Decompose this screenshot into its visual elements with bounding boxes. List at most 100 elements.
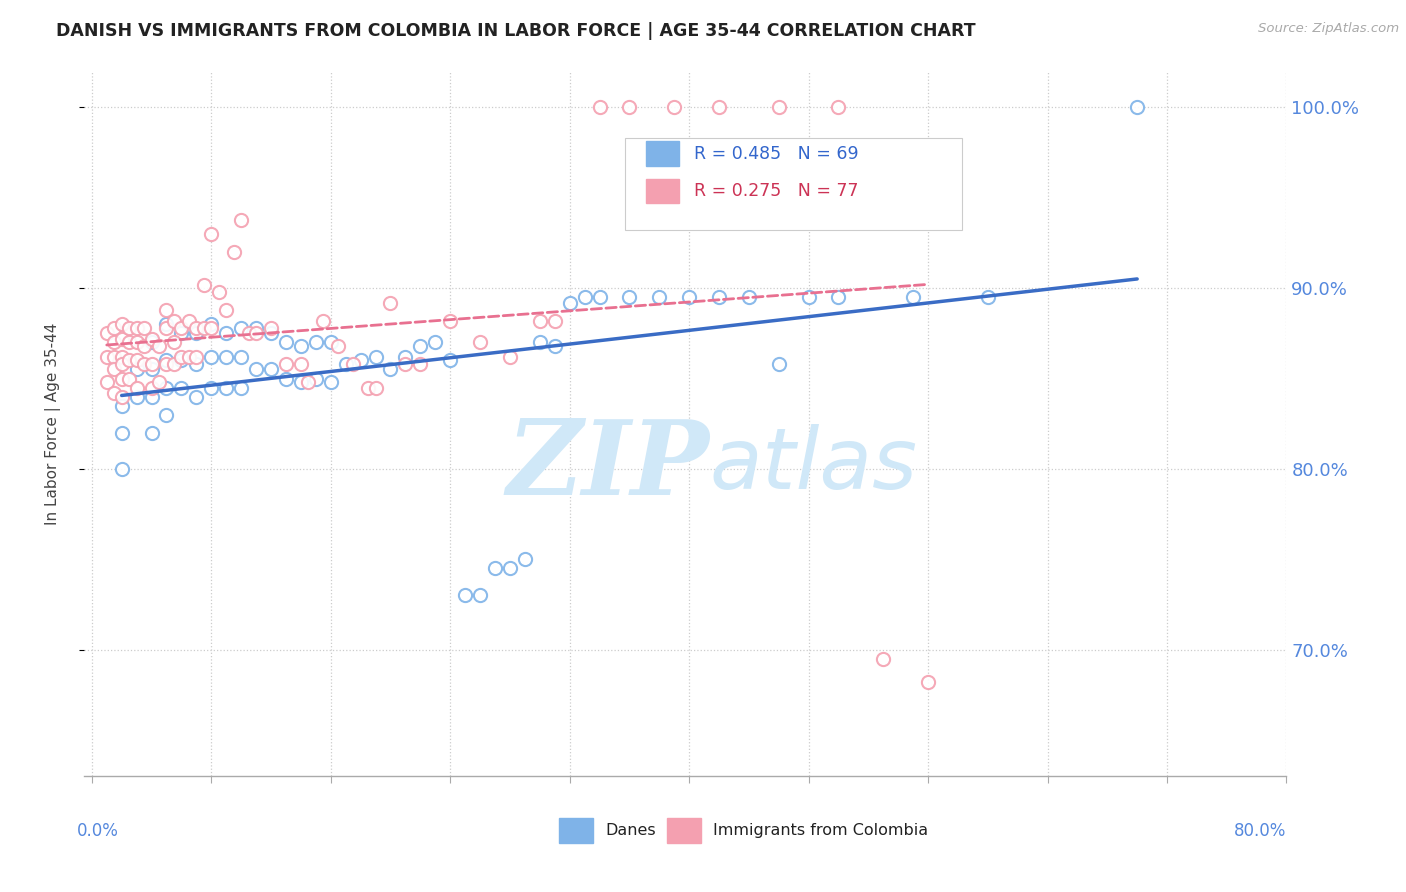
Text: R = 0.485   N = 69: R = 0.485 N = 69 — [693, 145, 859, 163]
Point — [177, 314, 200, 328]
Point — [380, 362, 402, 376]
Point — [170, 321, 193, 335]
Point — [155, 357, 177, 371]
Point — [797, 290, 820, 304]
Point — [274, 371, 297, 385]
Point — [513, 552, 536, 566]
Point — [155, 302, 177, 317]
Point — [484, 561, 506, 575]
Point — [215, 380, 238, 394]
Point — [186, 357, 208, 371]
Point — [148, 375, 170, 389]
Point — [170, 353, 193, 368]
Point — [544, 339, 567, 353]
Point — [103, 386, 125, 401]
Point — [499, 561, 522, 575]
Point — [290, 357, 312, 371]
Point — [148, 339, 170, 353]
Point — [707, 290, 730, 304]
Point — [364, 380, 387, 394]
Point — [186, 350, 208, 364]
Point — [141, 335, 163, 350]
Point — [170, 326, 193, 341]
Point — [245, 362, 267, 376]
Point — [200, 321, 222, 335]
Text: 80.0%: 80.0% — [1234, 822, 1286, 840]
Point — [619, 101, 641, 115]
Point — [454, 588, 477, 602]
Point — [96, 326, 118, 341]
Point — [588, 290, 610, 304]
Point — [439, 314, 461, 328]
Point — [342, 357, 364, 371]
Bar — [560, 818, 593, 843]
Point — [118, 335, 141, 350]
Point — [200, 318, 222, 332]
Point — [170, 350, 193, 364]
Point — [678, 290, 700, 304]
Text: Danes: Danes — [605, 823, 655, 838]
Point — [111, 357, 134, 371]
Point — [200, 350, 222, 364]
Point — [163, 335, 186, 350]
Point — [193, 277, 215, 292]
Point — [231, 350, 253, 364]
Text: atlas: atlas — [710, 425, 918, 508]
Point — [231, 212, 253, 227]
Point — [155, 408, 177, 422]
Text: Source: ZipAtlas.com: Source: ZipAtlas.com — [1258, 22, 1399, 36]
Point — [125, 390, 148, 404]
FancyBboxPatch shape — [626, 138, 962, 230]
Bar — [645, 142, 679, 166]
Point — [529, 314, 551, 328]
Point — [163, 357, 186, 371]
Point — [132, 321, 155, 335]
Point — [290, 375, 312, 389]
Y-axis label: In Labor Force | Age 35-44: In Labor Force | Age 35-44 — [45, 323, 60, 524]
Point — [409, 339, 432, 353]
Bar — [645, 178, 679, 203]
Point — [111, 332, 134, 346]
Point — [827, 290, 849, 304]
Point — [260, 362, 283, 376]
Point — [409, 357, 432, 371]
Point — [274, 335, 297, 350]
Point — [155, 353, 177, 368]
Point — [111, 462, 134, 476]
Point — [103, 335, 125, 350]
Point — [357, 380, 380, 394]
Point — [215, 326, 238, 341]
Point — [238, 326, 260, 341]
Point — [141, 380, 163, 394]
Point — [245, 326, 267, 341]
Point — [768, 101, 790, 115]
Point — [827, 101, 849, 115]
Point — [544, 314, 567, 328]
Point — [111, 399, 134, 413]
Point — [96, 375, 118, 389]
Point — [125, 353, 148, 368]
Text: 0.0%: 0.0% — [77, 822, 118, 840]
Point — [170, 380, 193, 394]
Point — [125, 321, 148, 335]
Point — [111, 350, 134, 364]
Point — [155, 321, 177, 335]
Point — [141, 332, 163, 346]
Point — [312, 314, 335, 328]
Point — [872, 651, 894, 665]
Point — [328, 339, 350, 353]
Point — [260, 321, 283, 335]
Point — [394, 350, 416, 364]
Point — [380, 295, 402, 310]
Point — [468, 335, 491, 350]
Point — [1126, 101, 1149, 115]
Point — [111, 371, 134, 385]
Point — [394, 357, 416, 371]
Point — [664, 101, 686, 115]
Point — [305, 371, 328, 385]
Point — [305, 335, 328, 350]
Point — [118, 371, 141, 385]
Point — [215, 350, 238, 364]
Point — [103, 321, 125, 335]
Point — [111, 318, 134, 332]
